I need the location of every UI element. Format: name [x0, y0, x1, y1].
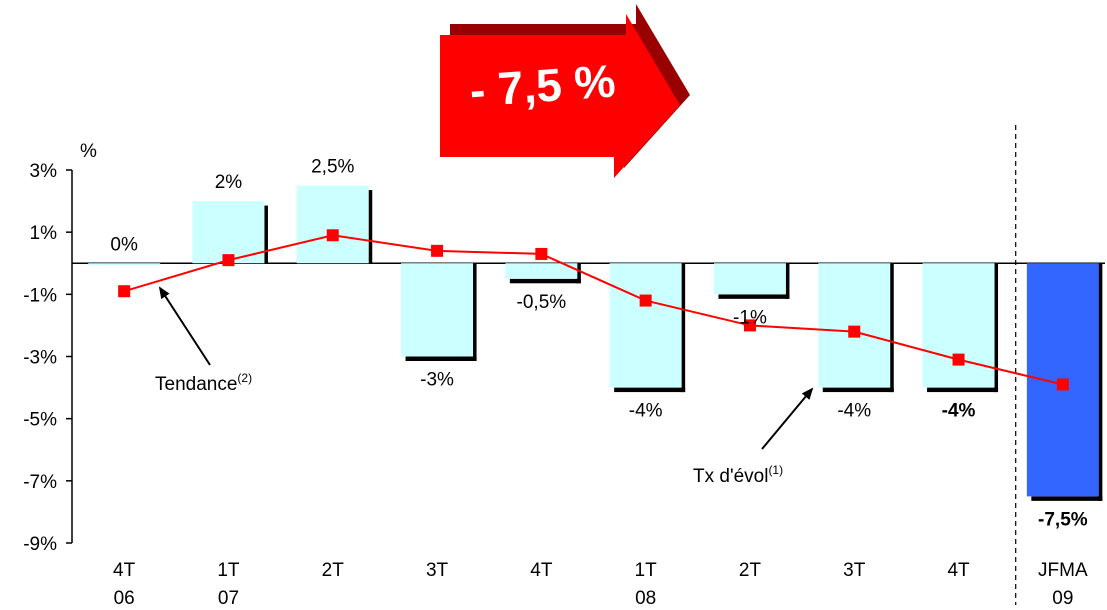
bar-shadow-bottom-4: [509, 278, 581, 284]
bar-shadow-bottom-7: [822, 387, 894, 393]
data-label-2: 2,5%: [311, 157, 354, 178]
bar-shadow-right-6: [784, 263, 790, 299]
bar-6: [713, 263, 786, 295]
data-label-0: 0%: [110, 234, 138, 255]
x-tick-label-4: 4T: [530, 560, 553, 581]
bar-shadow-right-8: [993, 263, 999, 393]
annotation-evol-sup: (1): [768, 463, 783, 477]
bar-0: [88, 263, 161, 266]
trend-point-2: [326, 229, 339, 242]
callout-text: - 7,5 %: [468, 54, 617, 116]
trend-point-7: [848, 325, 861, 338]
bar-shadow-right-7: [889, 263, 894, 393]
trend-point-4: [535, 247, 548, 260]
trend-point-3: [431, 244, 444, 257]
trend-point-0: [118, 285, 131, 298]
x-tick-label-3: 3T: [426, 560, 449, 581]
y-tick-label-1: 1%: [30, 223, 58, 244]
y-axis: %: [71, 141, 97, 543]
bar-shadow-bottom-9: [1031, 496, 1103, 501]
bar-1: [192, 201, 265, 264]
trend-series-line: [123, 234, 1064, 386]
data-label-1: 2%: [215, 172, 243, 193]
trend-point-5: [639, 294, 652, 307]
bar-shadow-right-3: [472, 263, 477, 361]
annotation-tendance-sup: (2): [237, 371, 252, 385]
y-tick-label-4: -5%: [23, 410, 57, 431]
y-tick-label-0: 3%: [30, 161, 58, 182]
callout-arrow: - 7,5 %: [440, 4, 690, 178]
annotation-evol-text: Tx d'évol(1): [693, 463, 783, 487]
trend-point-8: [952, 353, 965, 366]
x-tick-label-6: 2T: [739, 560, 762, 581]
data-label-8: -4%: [942, 401, 976, 422]
y-tick-label-3: -3%: [23, 348, 57, 369]
y-tick-label-6: -9%: [23, 534, 57, 555]
bar-shadow-bottom-8: [927, 387, 999, 393]
x-tick-label-0: 4T: [113, 560, 136, 581]
bar-shadow-right-9: [1097, 263, 1103, 501]
bar-8: [922, 263, 995, 388]
trend-point-9: [1056, 378, 1069, 391]
data-label-6: -1%: [733, 307, 767, 328]
bar-shadow-right-5: [680, 263, 686, 393]
data-label-3: -3%: [420, 370, 454, 391]
x-tick-label-9: JFMA: [1038, 560, 1088, 581]
x-tick-sublabel-9: 09: [1052, 588, 1073, 609]
trend-point-1: [222, 254, 235, 267]
x-tick-label-8: 4T: [947, 560, 970, 581]
bar-shadow-right-1: [263, 205, 268, 264]
x-tick-sublabel-1: 07: [218, 588, 239, 609]
x-tick-sublabel-0: 06: [114, 588, 135, 609]
data-label-7: -4%: [837, 401, 871, 422]
x-tick-label-7: 3T: [843, 560, 866, 581]
y-tick-label-2: -1%: [23, 285, 57, 306]
data-label-5: -4%: [629, 401, 663, 422]
data-label-9: -7,5%: [1038, 509, 1088, 530]
x-tick-label-1: 1T: [217, 560, 240, 581]
data-label-4: -0,5%: [517, 292, 567, 313]
y-tick-label-5: -7%: [23, 472, 57, 493]
x-tick-label-2: 2T: [322, 560, 345, 581]
annotation-tendance-text: Tendance(2): [155, 371, 252, 395]
x-tick-label-5: 1T: [635, 560, 658, 581]
annotation-evol-label: Tx d'évol: [693, 466, 768, 487]
callout-arrow-body: [440, 14, 680, 178]
annotation-tendance-arrow: [158, 286, 211, 366]
annotation-evol-arrow: [761, 387, 814, 450]
bar-4: [505, 263, 578, 279]
bar-5: [609, 263, 682, 388]
bar-7: [818, 263, 891, 388]
bar-3: [401, 263, 474, 357]
y-axis-title: %: [80, 141, 97, 162]
bar-shadow-bottom-5: [614, 387, 686, 393]
bar-shadow-bottom-6: [718, 294, 790, 299]
trend-point-6: [743, 319, 756, 332]
bar-shadow-right-2: [367, 190, 373, 264]
annotation-tendance-label: Tendance: [155, 374, 237, 395]
annotation-evol: Tx d'évol(1): [693, 387, 814, 487]
x-tick-sublabel-5: 08: [635, 588, 656, 609]
bar-shadow-right-4: [576, 263, 581, 284]
annotation-tendance: Tendance(2): [155, 286, 252, 395]
bar-2: [296, 185, 369, 264]
bar-shadow-bottom-3: [405, 356, 477, 361]
